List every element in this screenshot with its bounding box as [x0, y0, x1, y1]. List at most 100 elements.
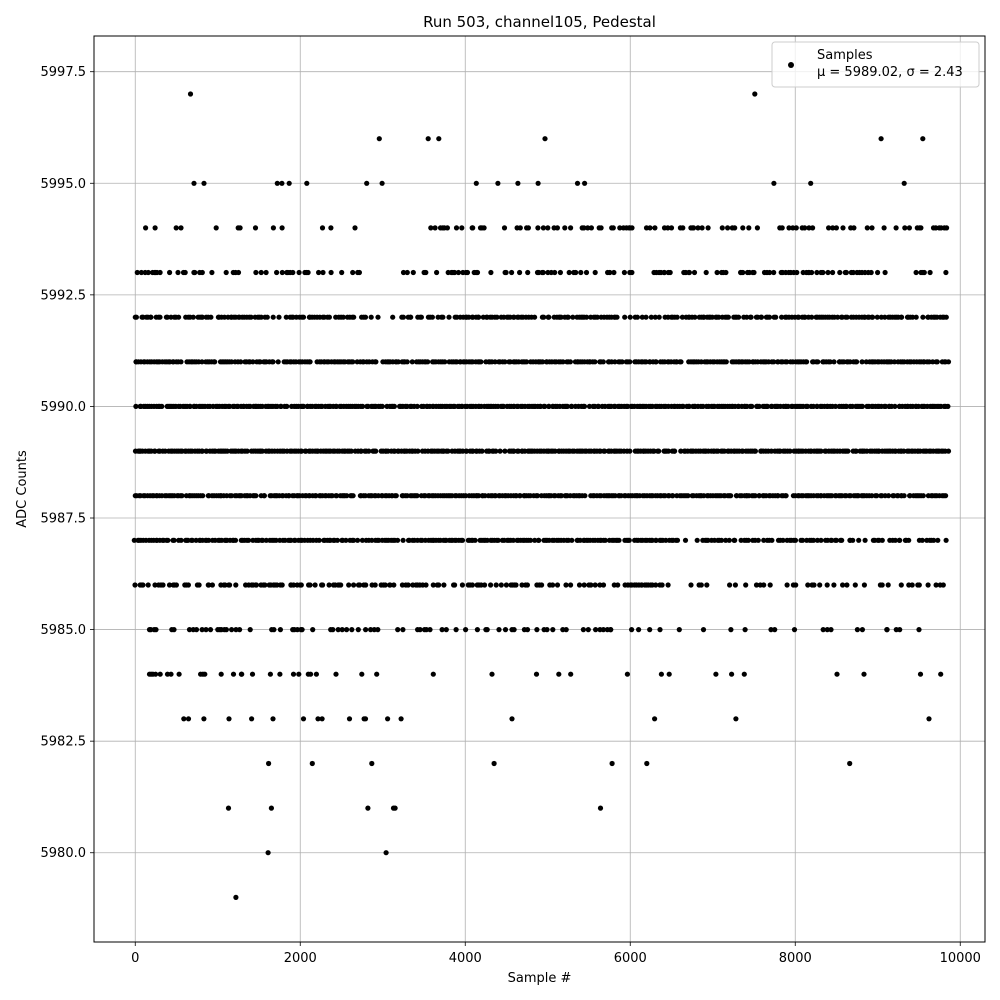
data-point: [585, 225, 591, 231]
data-point: [818, 448, 824, 454]
data-point: [470, 225, 476, 231]
data-point: [226, 716, 232, 722]
data-point: [861, 582, 868, 588]
data-point: [340, 314, 346, 320]
data-point: [532, 537, 538, 543]
data-point: [405, 582, 411, 588]
data-point: [362, 716, 369, 722]
data-point: [925, 582, 931, 588]
data-point: [223, 269, 229, 276]
data-point: [753, 582, 760, 588]
data-point: [602, 448, 608, 454]
data-point: [392, 805, 398, 811]
data-point: [491, 760, 497, 767]
data-point: [943, 269, 949, 276]
data-point: [616, 537, 622, 543]
data-point: [824, 627, 830, 633]
data-point: [440, 314, 446, 320]
data-point: [134, 269, 140, 276]
data-point: [382, 582, 388, 588]
data-point: [436, 136, 442, 142]
data-point: [834, 671, 840, 677]
data-point: [906, 225, 913, 231]
data-point: [338, 582, 344, 588]
data-point: [685, 493, 691, 499]
data-point: [945, 359, 952, 365]
data-point: [492, 359, 498, 365]
data-point: [910, 314, 916, 320]
data-point: [560, 359, 566, 365]
data-point: [761, 582, 767, 588]
data-point: [557, 269, 564, 276]
data-point: [346, 582, 352, 588]
data-point: [676, 627, 682, 633]
data-point: [489, 671, 495, 677]
data-point: [554, 225, 561, 231]
data-point: [313, 671, 319, 677]
data-point: [573, 269, 579, 276]
data-point: [546, 403, 552, 409]
data-point: [899, 314, 905, 320]
data-point: [193, 627, 200, 633]
data-point: [189, 537, 195, 543]
data-point: [918, 225, 924, 231]
data-point: [586, 403, 593, 409]
data-point: [373, 359, 379, 365]
data-point: [622, 314, 628, 320]
data-point: [927, 269, 933, 276]
data-point: [749, 403, 755, 409]
data-point: [906, 537, 912, 543]
chart-title: Run 503, channel105, Pedestal: [423, 13, 656, 31]
data-point: [909, 582, 915, 588]
data-point: [176, 671, 182, 677]
data-point: [497, 448, 503, 454]
data-point: [678, 448, 684, 454]
data-point: [358, 448, 364, 454]
data-point: [621, 269, 628, 276]
data-point: [699, 225, 705, 231]
data-point: [474, 269, 481, 276]
data-point: [705, 225, 711, 231]
data-point: [235, 269, 242, 276]
data-point: [267, 671, 273, 677]
data-point: [784, 582, 790, 588]
data-point: [408, 314, 414, 320]
data-point: [133, 403, 139, 409]
data-point: [365, 805, 371, 811]
data-point: [901, 180, 907, 186]
data-point: [943, 314, 949, 320]
data-point: [945, 448, 952, 454]
data-point: [313, 493, 319, 499]
y-tick-label: 5980.0: [41, 846, 87, 861]
data-point: [773, 314, 779, 320]
data-point: [608, 627, 614, 633]
data-point: [262, 582, 268, 588]
data-point: [703, 269, 709, 276]
data-point: [363, 582, 369, 588]
data-point: [913, 314, 919, 320]
data-point: [410, 269, 416, 276]
data-point: [502, 359, 508, 365]
data-point: [746, 225, 752, 231]
data-point: [374, 671, 380, 677]
data-point: [540, 359, 546, 365]
legend-label: Samples: [817, 48, 873, 63]
data-point: [524, 359, 530, 365]
data-point: [752, 91, 758, 97]
data-point: [700, 627, 707, 633]
data-point: [157, 671, 163, 677]
data-point: [298, 582, 304, 588]
data-point: [296, 671, 302, 677]
data-point: [569, 403, 575, 409]
data-point: [277, 671, 283, 677]
data-point: [476, 314, 482, 320]
data-point: [938, 671, 944, 677]
data-point: [515, 180, 521, 186]
data-point: [824, 582, 830, 588]
data-point: [844, 403, 850, 409]
data-point: [191, 180, 197, 186]
data-point: [680, 403, 686, 409]
plot-frame: [93, 35, 986, 943]
data-point: [258, 269, 264, 276]
data-point: [564, 403, 571, 409]
